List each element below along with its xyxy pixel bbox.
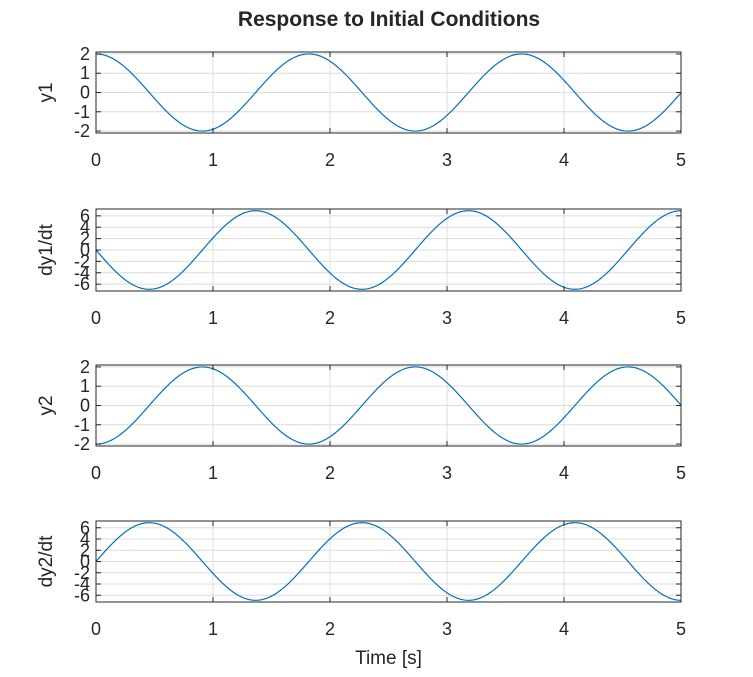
y-tick-label: -4 bbox=[74, 574, 90, 594]
x-tick-label: 5 bbox=[676, 619, 686, 639]
y-axis-label: y1 bbox=[36, 82, 57, 102]
x-tick-label: 5 bbox=[676, 150, 686, 170]
y-tick-label: 2 bbox=[80, 357, 90, 377]
series-line-1 bbox=[95, 210, 682, 290]
x-tick-label: 1 bbox=[208, 150, 218, 170]
y-tick-label: 2 bbox=[80, 44, 90, 64]
y-tick-label: -6 bbox=[74, 274, 90, 294]
x-tick-label: 0 bbox=[91, 308, 101, 328]
y-tick-label: -4 bbox=[74, 263, 90, 283]
x-tick-label: 2 bbox=[325, 463, 335, 483]
x-tick-label: 3 bbox=[442, 619, 452, 639]
y-tick-label: 0 bbox=[80, 240, 90, 260]
series-line-1 bbox=[95, 366, 682, 445]
x-tick-label: 3 bbox=[442, 308, 452, 328]
y-tick-label: -1 bbox=[74, 102, 90, 122]
x-tick-label: 4 bbox=[559, 463, 569, 483]
x-tick-label: 5 bbox=[676, 463, 686, 483]
x-tick-label: 1 bbox=[208, 308, 218, 328]
x-tick-label: 1 bbox=[208, 463, 218, 483]
y-tick-label: -6 bbox=[74, 585, 90, 605]
y-tick-label: 0 bbox=[80, 396, 90, 416]
x-tick-label: 2 bbox=[325, 150, 335, 170]
x-tick-label: 0 bbox=[91, 463, 101, 483]
y-tick-label: 4 bbox=[80, 217, 90, 237]
x-axis-label: Time [s] bbox=[355, 648, 422, 669]
y-tick-label: 0 bbox=[80, 552, 90, 572]
y-tick-label: -1 bbox=[74, 415, 90, 435]
x-tick-label: 2 bbox=[325, 308, 335, 328]
y-tick-label: -2 bbox=[74, 121, 90, 141]
y-axis-label: dy1/dt bbox=[36, 223, 57, 275]
y-tick-label: 1 bbox=[80, 63, 90, 83]
y-axis-label: dy2/dt bbox=[36, 535, 57, 587]
figure-title: Response to Initial Conditions bbox=[238, 8, 540, 31]
y-tick-label: 2 bbox=[80, 540, 90, 560]
y-tick-label: 6 bbox=[80, 518, 90, 538]
y-tick-label: -2 bbox=[74, 563, 90, 583]
y-tick-label: 4 bbox=[80, 529, 90, 549]
x-tick-label: 0 bbox=[91, 619, 101, 639]
y-tick-label: 0 bbox=[80, 83, 90, 103]
x-tick-label: 5 bbox=[676, 308, 686, 328]
x-tick-label: 2 bbox=[325, 619, 335, 639]
y-tick-label: 6 bbox=[80, 206, 90, 226]
y-tick-label: -2 bbox=[74, 251, 90, 271]
series-line-1 bbox=[95, 53, 682, 132]
series-line-1 bbox=[95, 522, 682, 601]
x-tick-label: 3 bbox=[442, 150, 452, 170]
y-axis-label: y2 bbox=[36, 395, 57, 415]
x-tick-label: 4 bbox=[559, 308, 569, 328]
y-tick-label: 2 bbox=[80, 229, 90, 249]
x-tick-label: 0 bbox=[91, 150, 101, 170]
x-tick-label: 1 bbox=[208, 619, 218, 639]
x-tick-label: 4 bbox=[559, 619, 569, 639]
x-tick-label: 3 bbox=[442, 463, 452, 483]
y-tick-label: 1 bbox=[80, 376, 90, 396]
x-tick-label: 4 bbox=[559, 150, 569, 170]
y-tick-label: -2 bbox=[74, 434, 90, 454]
